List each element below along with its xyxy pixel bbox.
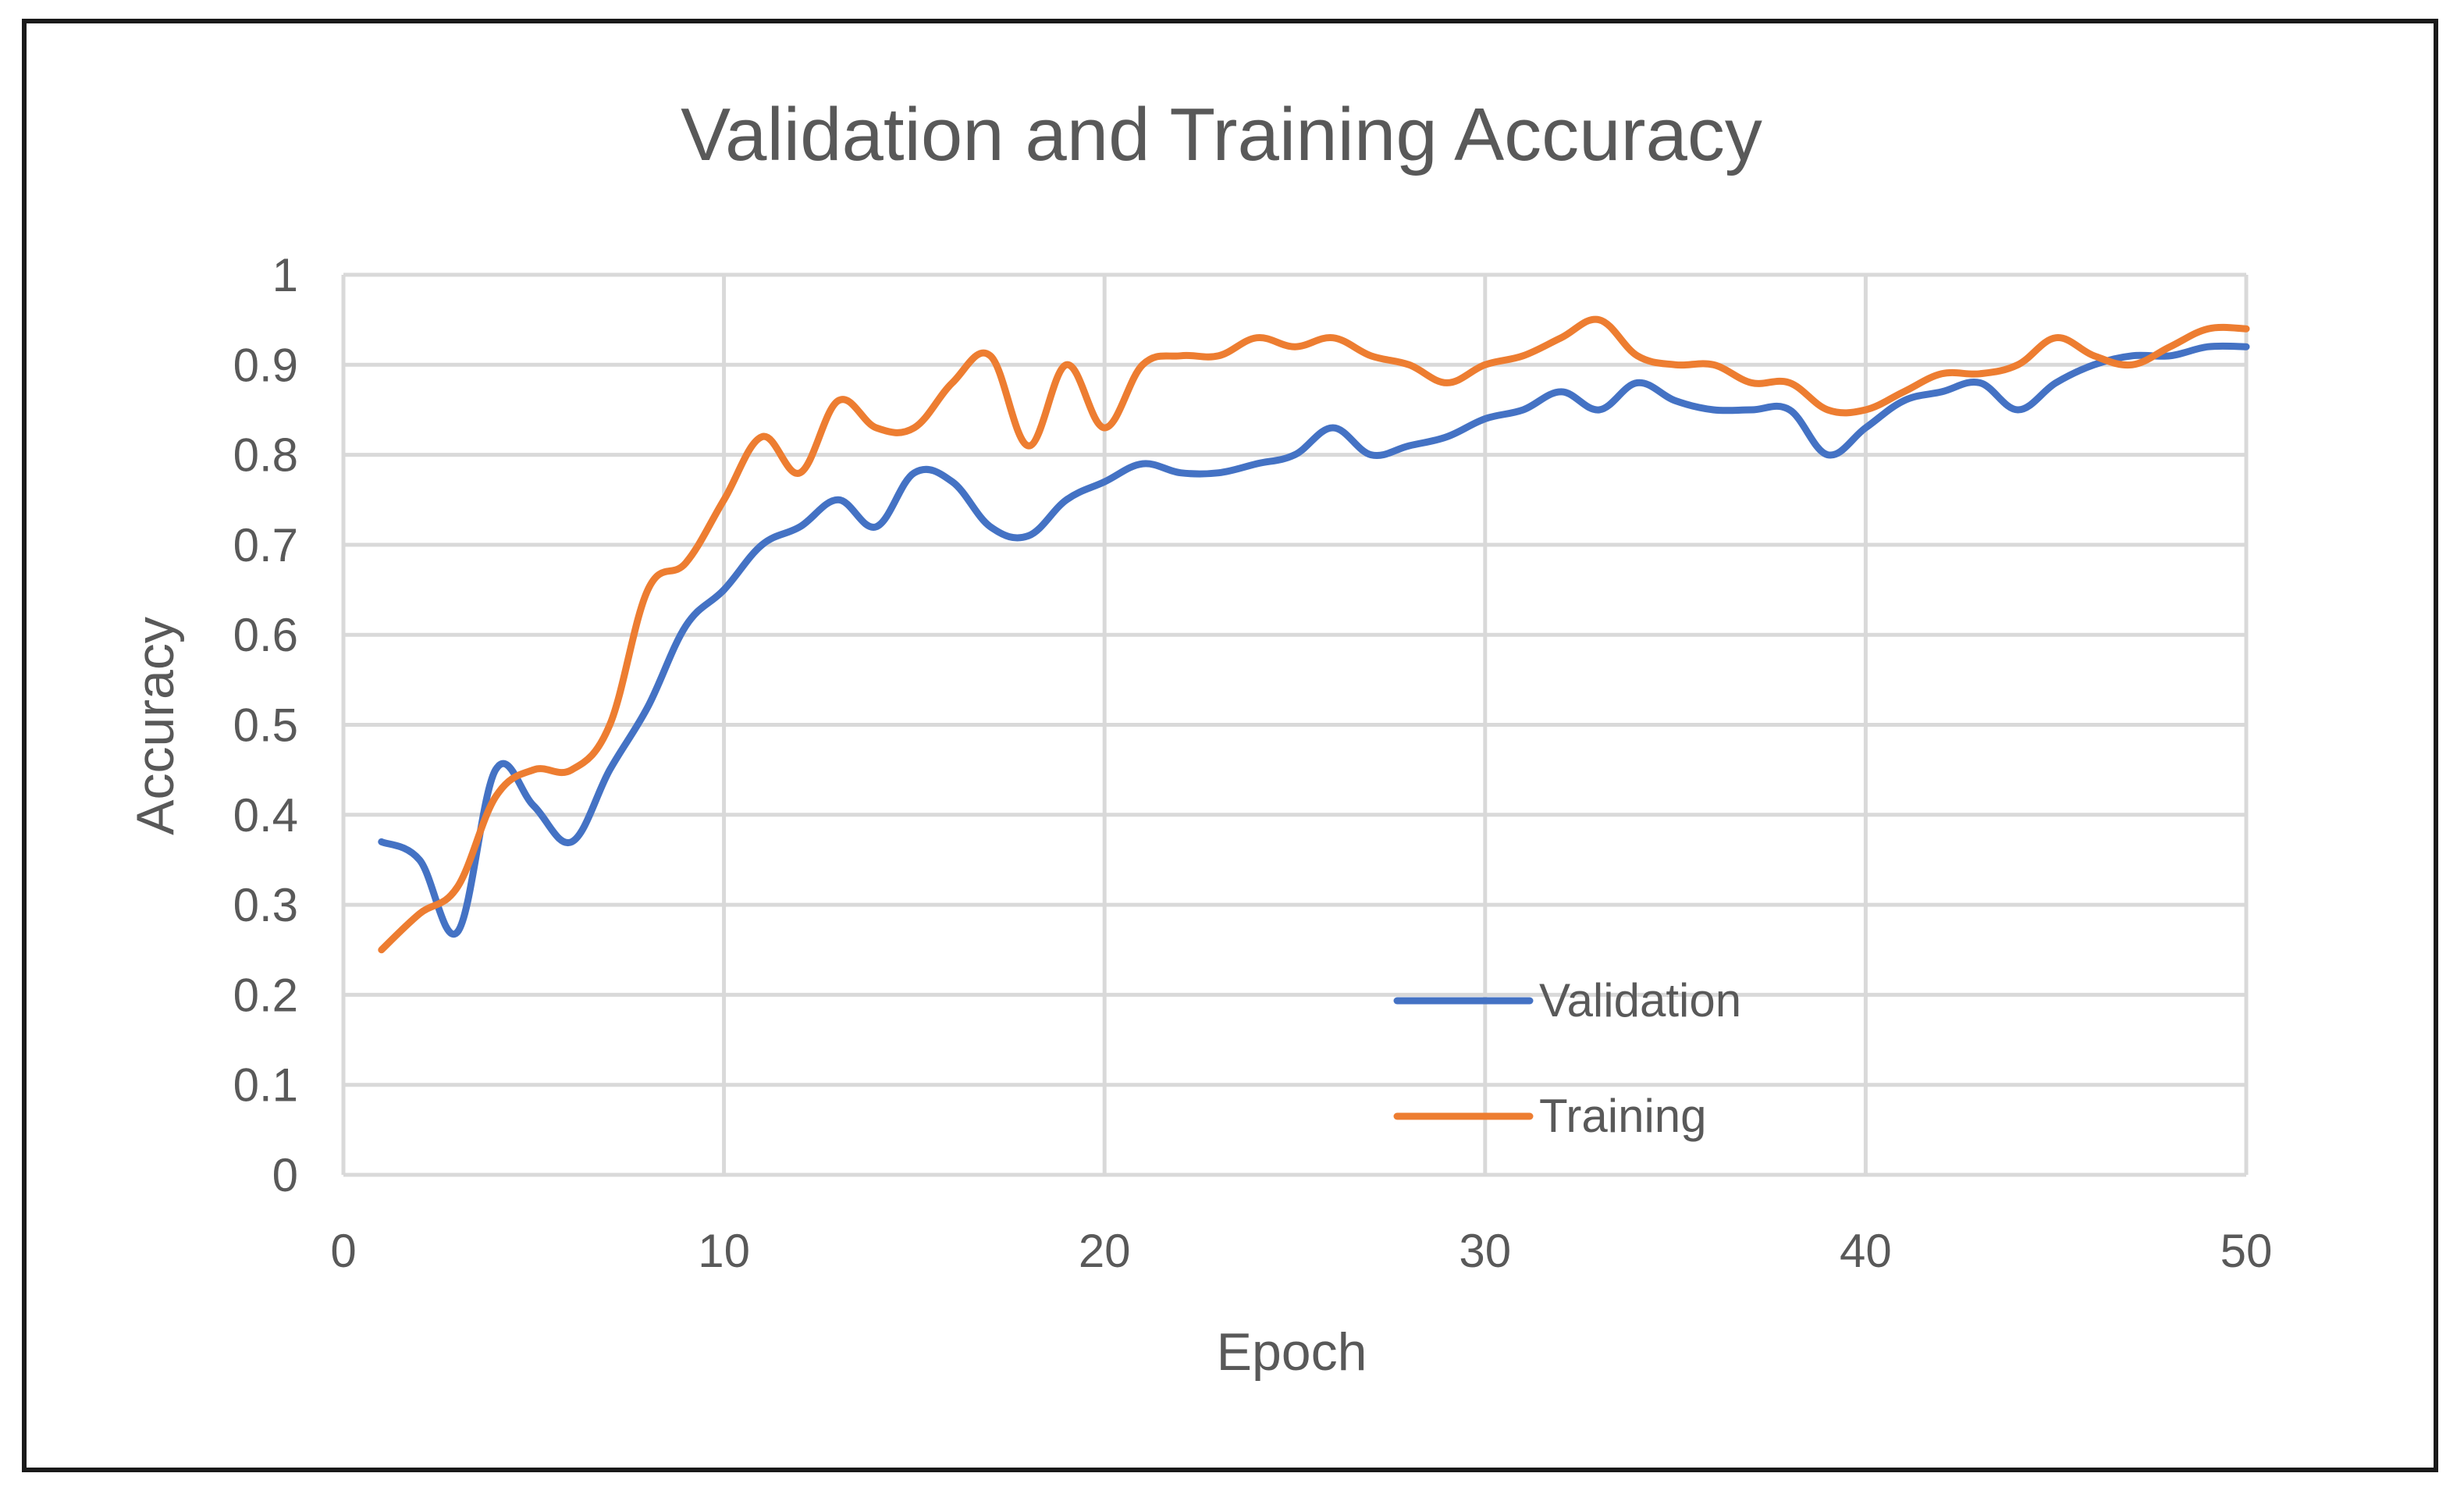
x-tick-label: 0 (330, 1225, 356, 1277)
gridlines (341, 272, 2249, 1177)
x-tick-label: 10 (698, 1225, 750, 1277)
y-tick-label: 0.5 (233, 699, 298, 752)
y-tick-labels: 0 0.1 0.2 0.3 0.4 0.5 0.6 0.7 0.8 0.9 1 (233, 249, 298, 1201)
x-axis-title: Epoch (1217, 1322, 1367, 1382)
x-tick-labels: 0 10 20 30 40 50 (330, 1225, 2272, 1277)
x-tick-label: 40 (1840, 1225, 1892, 1277)
series-lines (378, 315, 2250, 954)
y-tick-label: 0 (272, 1149, 298, 1201)
series-line-training (378, 315, 2250, 954)
chart-frame (22, 19, 2438, 1472)
y-tick-label: 0.2 (233, 969, 298, 1021)
y-tick-label: 0.8 (233, 429, 298, 482)
y-axis-title: Accuracy (126, 617, 185, 835)
y-tick-label: 0.4 (233, 789, 298, 842)
y-tick-label: 0.3 (233, 879, 298, 931)
legend-label-validation: Validation (1539, 974, 1741, 1027)
x-tick-label: 30 (1459, 1225, 1511, 1277)
y-tick-label: 0.1 (233, 1059, 298, 1112)
series-line-validation (378, 342, 2250, 938)
y-tick-label: 0.6 (233, 609, 298, 661)
y-tick-label: 0.9 (233, 339, 298, 391)
y-tick-label: 0.7 (233, 519, 298, 571)
chart-title: Validation and Training Accuracy (681, 93, 1762, 176)
x-tick-label: 20 (1079, 1225, 1131, 1277)
x-tick-label: 50 (2220, 1225, 2273, 1277)
legend: Validation Training (1393, 974, 1741, 1142)
legend-label-training: Training (1539, 1090, 1707, 1142)
y-tick-label: 1 (272, 249, 298, 301)
